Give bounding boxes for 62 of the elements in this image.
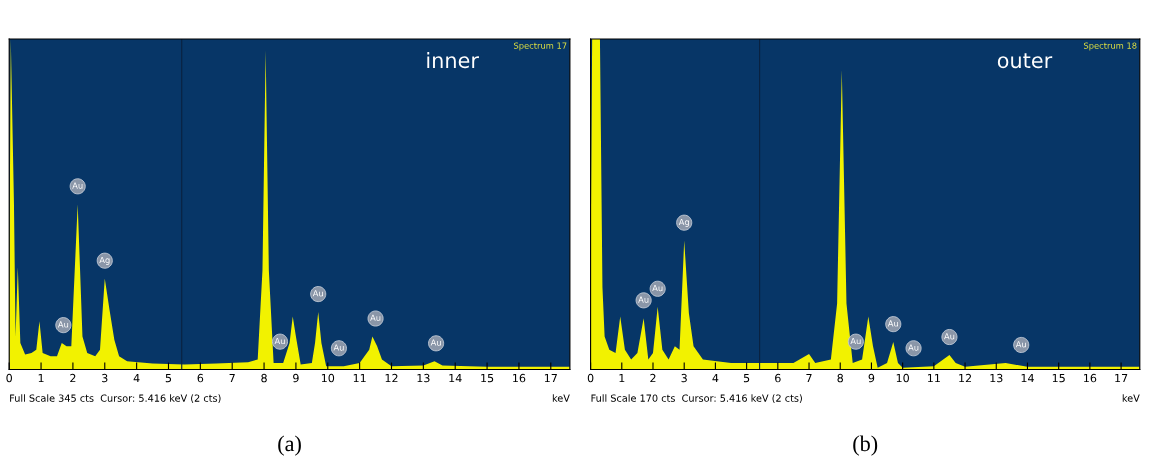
annotation: Au (370, 314, 381, 321)
annotation: Au (908, 344, 919, 351)
annotation: Ag (99, 256, 110, 265)
text: (a) (278, 435, 301, 456)
x-tick-label: 10 (321, 373, 335, 383)
x-tick-label: 7 (806, 374, 812, 383)
annotation: inner (427, 52, 479, 69)
x-tick-label: 15 (1052, 374, 1065, 383)
x-tick-label: 1 (619, 374, 625, 383)
x-tick-label: 3 (681, 373, 687, 383)
x-tick-label: 9 (293, 373, 299, 383)
x-tick-label: 16 (513, 373, 526, 383)
x-tick-label: 17 (544, 374, 557, 383)
x-tick-label: 0 (6, 373, 12, 383)
x-tick-label: 6 (197, 373, 204, 383)
x-tick-label: 11 (353, 374, 366, 383)
annotation: Au (333, 344, 344, 351)
x-tick-label: 13 (990, 373, 1003, 383)
x-tick-label: 11 (928, 374, 940, 383)
x-tick-label: 3 (102, 373, 108, 383)
text: (b) (853, 435, 878, 456)
x-tick-label: 16 (1084, 373, 1097, 383)
annotation: Au (944, 333, 955, 340)
x-axis-title: keV (1122, 394, 1140, 402)
annotation: Au (72, 182, 83, 189)
x-tick-label: 8 (261, 373, 267, 383)
x-axis-title: keV (552, 394, 570, 402)
annotation: Au (312, 290, 323, 297)
annotation: Au (850, 337, 861, 345)
annotation: Au (638, 296, 649, 303)
annotation: Spectrum 17 (514, 42, 567, 51)
x-tick-label: 15 (481, 374, 494, 383)
text: Full Scale 345 cts Cursor: 5.416 keV (2 cts) (10, 394, 221, 403)
x-tick-label: 17 (1115, 374, 1128, 383)
x-tick-label: 14 (449, 374, 462, 383)
x-tick-label: 5 (165, 374, 172, 383)
annotation: Au (652, 285, 663, 292)
x-tick-label: 13 (417, 373, 430, 383)
x-tick-label: 7 (229, 374, 235, 383)
x-tick-label: 6 (775, 373, 781, 383)
x-tick-label: 12 (959, 373, 972, 383)
x-tick-label: 9 (868, 373, 875, 383)
x-tick-label: 10 (896, 373, 909, 383)
annotation: Au (430, 339, 441, 346)
annotation: Au (274, 337, 285, 345)
x-tick-label: 0 (587, 373, 594, 383)
x-tick-label: 2 (650, 373, 656, 383)
x-tick-label: 1 (38, 374, 44, 383)
annotation: Ag (678, 218, 689, 227)
x-tick-label: 2 (70, 373, 76, 383)
annotation: outer (997, 53, 1053, 69)
annotation: Spectrum 18 (1083, 42, 1137, 51)
text: Full Scale 170 cts Cursor: 5.416 keV (2 cts) (591, 394, 802, 403)
x-tick-label: 4 (712, 374, 719, 383)
x-tick-label: 12 (385, 373, 398, 383)
annotation: Au (57, 321, 69, 328)
annotation: Au (887, 320, 899, 327)
annotation: Au (1015, 341, 1026, 348)
x-tick-label: 8 (837, 373, 844, 383)
x-tick-label: 4 (133, 374, 140, 383)
x-tick-label: 5 (743, 374, 750, 383)
x-tick-label: 14 (1021, 374, 1034, 383)
